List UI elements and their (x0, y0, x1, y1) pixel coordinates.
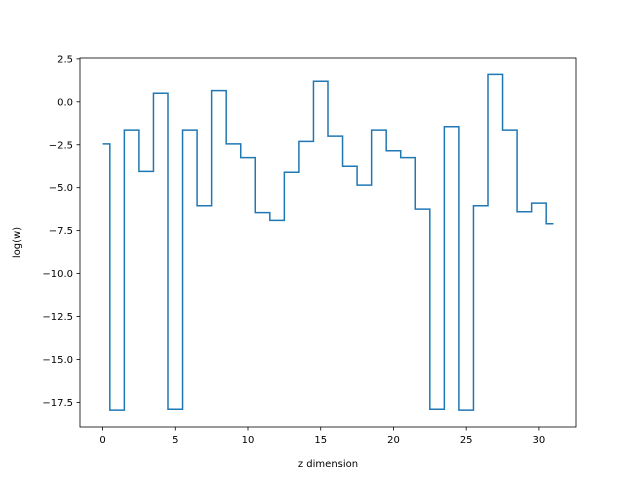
y-tick-label: −7.5 (49, 226, 73, 237)
x-tick-label: 10 (242, 435, 255, 446)
y-axis: 2.5 0.0 −2.5 −5.0 −7.5 −10.0 −12.5 −15.0 −17.5 (42, 54, 80, 409)
x-axis-label: z dimension (298, 459, 358, 470)
y-tick-label: −15.0 (42, 355, 73, 366)
x-tick-label: 20 (387, 435, 400, 446)
y-tick-label: 2.5 (57, 54, 73, 65)
y-tick-label: −17.5 (42, 398, 73, 409)
y-tick-label: −5.0 (49, 183, 73, 194)
x-tick-label: 5 (172, 435, 178, 446)
x-tick-label: 30 (533, 435, 546, 446)
x-tick-label: 0 (99, 435, 105, 446)
y-tick-label: −12.5 (42, 312, 73, 323)
plot-frame (79, 57, 577, 428)
y-tick-label: −10.0 (42, 269, 73, 280)
y-axis-label: log(w) (12, 227, 23, 258)
y-tick-label: −2.5 (49, 140, 73, 151)
series-step-line (102, 73, 554, 411)
x-tick-label: 25 (460, 435, 473, 446)
y-tick-label: 0.0 (57, 97, 73, 108)
x-tick-label: 15 (314, 435, 327, 446)
x-axis: 0 5 10 15 20 25 30 (99, 427, 545, 446)
